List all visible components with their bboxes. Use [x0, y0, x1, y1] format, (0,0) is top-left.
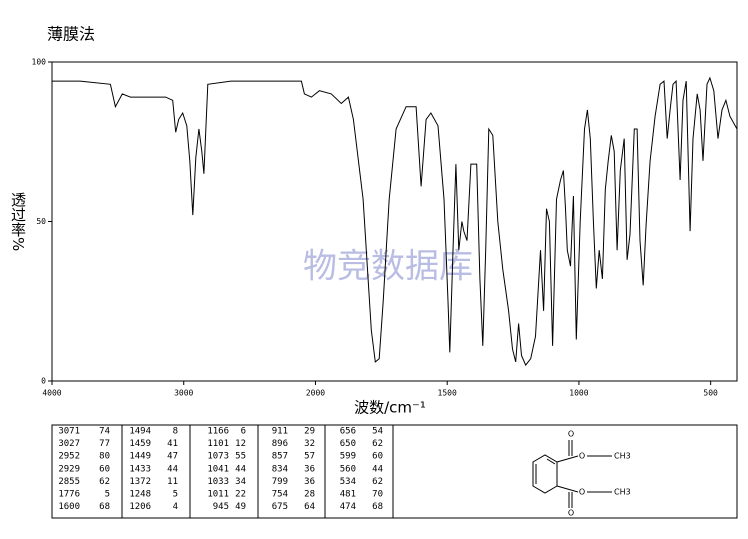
peak-wavenumber: 834: [272, 464, 288, 474]
peak-wavenumber: 754: [272, 490, 288, 500]
peak-wavenumber: 1776: [58, 490, 80, 500]
peak-wavenumber: 1459: [129, 439, 151, 449]
peak-wavenumber: 1206: [129, 502, 151, 512]
peak-transmittance: 5: [105, 490, 110, 500]
peak-transmittance: 74: [99, 427, 110, 437]
peak-wavenumber: 896: [272, 439, 288, 449]
peak-transmittance: 6: [241, 427, 246, 437]
peak-wavenumber: 560: [340, 464, 356, 474]
x-tick-label: 4000: [42, 389, 61, 398]
peak-wavenumber: 3027: [58, 439, 80, 449]
structure: [532, 440, 612, 508]
chart-title: 薄膜法: [47, 25, 95, 44]
peak-wavenumber: 2929: [58, 464, 80, 474]
peak-wavenumber: 1433: [129, 464, 151, 474]
peak-wavenumber: 656: [340, 427, 356, 437]
peak-transmittance: 70: [372, 490, 383, 500]
peak-transmittance: 54: [372, 427, 383, 437]
peak-wavenumber: 599: [340, 452, 356, 462]
peak-transmittance: 62: [99, 477, 110, 487]
peak-wavenumber: 481: [340, 490, 356, 500]
peak-wavenumber: 474: [340, 502, 356, 512]
atom-label: O: [568, 430, 574, 439]
atom-label: O: [579, 452, 585, 461]
peak-transmittance: 62: [372, 477, 383, 487]
peak-transmittance: 60: [372, 452, 383, 462]
spectrum-line: [52, 76, 738, 367]
peak-wavenumber: 2952: [58, 452, 80, 462]
plot-frame: [51, 61, 738, 382]
bond: [556, 485, 579, 493]
peak-wavenumber: 1101: [207, 439, 229, 449]
x-tick-label: 500: [703, 389, 718, 398]
atom-label: O: [579, 488, 585, 497]
double-bond: [546, 458, 556, 465]
table-frame: [51, 424, 738, 519]
peak-transmittance: 68: [99, 502, 110, 512]
peak-transmittance: 28: [304, 490, 315, 500]
peak-transmittance: 32: [304, 439, 315, 449]
peak-transmittance: 12: [235, 439, 246, 449]
x-tick-label: 3000: [174, 389, 193, 398]
peak-wavenumber: 857: [272, 452, 288, 462]
x-tick-label: 2000: [306, 389, 325, 398]
peak-wavenumber: 945: [213, 502, 229, 512]
peak-wavenumber: 1494: [129, 427, 151, 437]
peak-transmittance: 8: [173, 427, 178, 437]
peak-wavenumber: 799: [272, 477, 288, 487]
peak-wavenumber: 3071: [58, 427, 80, 437]
atom-label: O: [568, 509, 574, 518]
peak-wavenumber: 1041: [207, 464, 229, 474]
peak-wavenumber: 1073: [207, 452, 229, 462]
peak-wavenumber: 1166: [207, 427, 229, 437]
peak-wavenumber: 1600: [58, 502, 80, 512]
peak-transmittance: 4: [173, 502, 178, 512]
peak-wavenumber: 675: [272, 502, 288, 512]
peak-transmittance: 44: [372, 464, 383, 474]
y-tick-label: 100: [32, 58, 47, 67]
x-tick-label: 1000: [569, 389, 588, 398]
peak-transmittance: 34: [235, 477, 246, 487]
peak-transmittance: 55: [235, 452, 246, 462]
peak-transmittance: 36: [304, 464, 315, 474]
y-tick-label: 50: [36, 217, 46, 226]
peak-transmittance: 5: [173, 490, 178, 500]
peak-transmittance: 47: [167, 452, 178, 462]
watermark: 物竞数据库: [303, 247, 473, 287]
peak-transmittance: 80: [99, 452, 110, 462]
peak-transmittance: 60: [99, 464, 110, 474]
peak-wavenumber: 911: [272, 427, 288, 437]
peak-wavenumber: 1011: [207, 490, 229, 500]
x-axis-label: 波数/cm⁻¹: [354, 399, 426, 417]
atom-label: CH3: [614, 452, 631, 461]
ring: [532, 454, 558, 494]
peak-transmittance: 44: [167, 464, 178, 474]
peak-transmittance: 77: [99, 439, 110, 449]
peak-transmittance: 44: [235, 464, 246, 474]
bond: [556, 455, 579, 463]
peak-wavenumber: 650: [340, 439, 356, 449]
peak-transmittance: 36: [304, 477, 315, 487]
peak-transmittance: 22: [235, 490, 246, 500]
peak-transmittance: 11: [167, 477, 178, 487]
peak-transmittance: 41: [167, 439, 178, 449]
peak-transmittance: 64: [304, 502, 315, 512]
peak-wavenumber: 1449: [129, 452, 151, 462]
peak-wavenumber: 2855: [58, 477, 80, 487]
peak-transmittance: 29: [304, 427, 315, 437]
peak-wavenumber: 1248: [129, 490, 151, 500]
peak-transmittance: 62: [372, 439, 383, 449]
peak-wavenumber: 1033: [207, 477, 229, 487]
peak-wavenumber: 1372: [129, 477, 151, 487]
atom-label: CH3: [614, 488, 631, 497]
peak-wavenumber: 534: [340, 477, 356, 487]
peak-transmittance: 68: [372, 502, 383, 512]
peak-transmittance: 57: [304, 452, 315, 462]
x-tick-label: 1500: [438, 389, 457, 398]
y-tick-label: 0: [41, 377, 46, 386]
y-axis-label: 透过率%: [9, 192, 27, 251]
peak-transmittance: 49: [235, 502, 246, 512]
